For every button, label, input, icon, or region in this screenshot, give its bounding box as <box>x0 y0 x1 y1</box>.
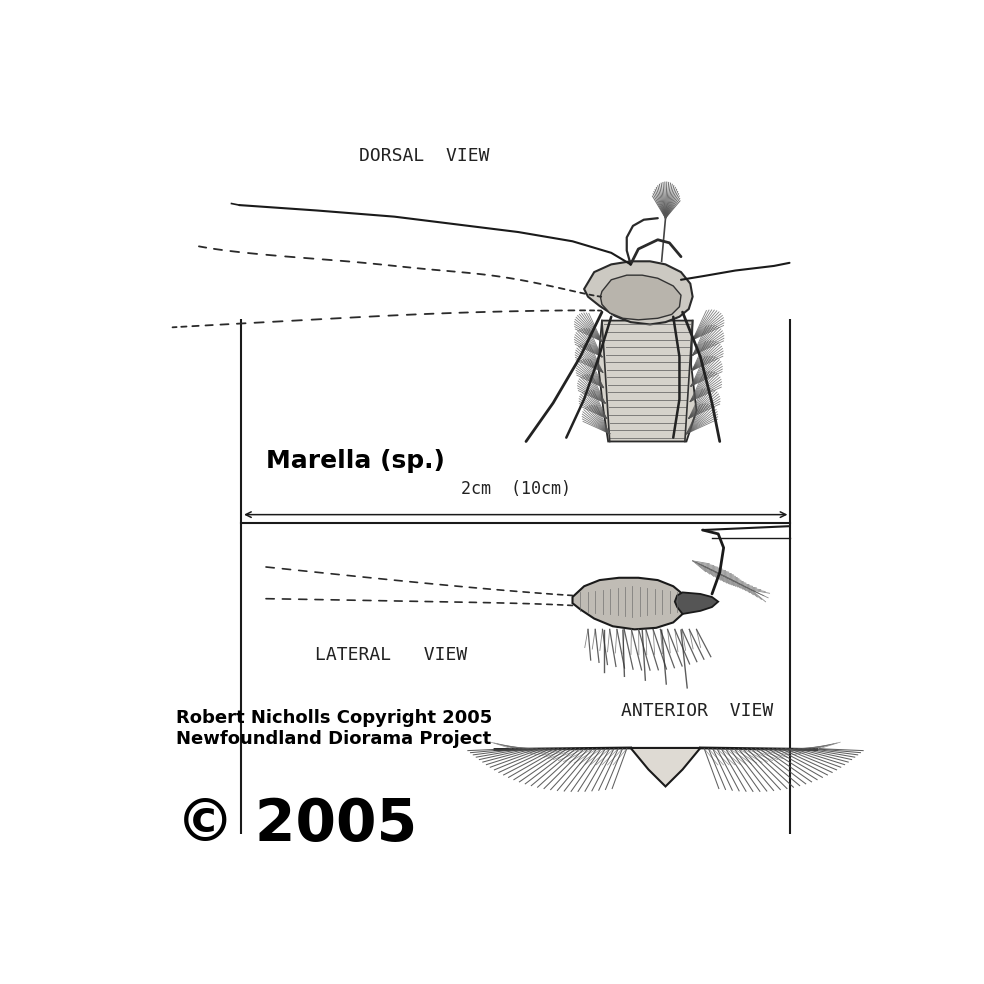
Text: DORSAL  VIEW: DORSAL VIEW <box>359 148 490 165</box>
Text: © 2005: © 2005 <box>176 796 417 853</box>
Polygon shape <box>584 262 693 325</box>
Polygon shape <box>675 592 718 614</box>
Polygon shape <box>573 578 687 630</box>
Text: Marella (sp.): Marella (sp.) <box>267 449 445 473</box>
Text: Robert Nicholls Copyright 2005: Robert Nicholls Copyright 2005 <box>176 709 492 727</box>
Polygon shape <box>598 321 697 442</box>
Text: 2cm  (10cm): 2cm (10cm) <box>461 479 571 498</box>
Text: Newfoundland Diorama Project: Newfoundland Diorama Project <box>176 730 491 748</box>
Text: LATERAL   VIEW: LATERAL VIEW <box>315 646 467 664</box>
Polygon shape <box>600 276 681 320</box>
Polygon shape <box>631 748 701 786</box>
Text: ANTERIOR  VIEW: ANTERIOR VIEW <box>621 702 773 719</box>
